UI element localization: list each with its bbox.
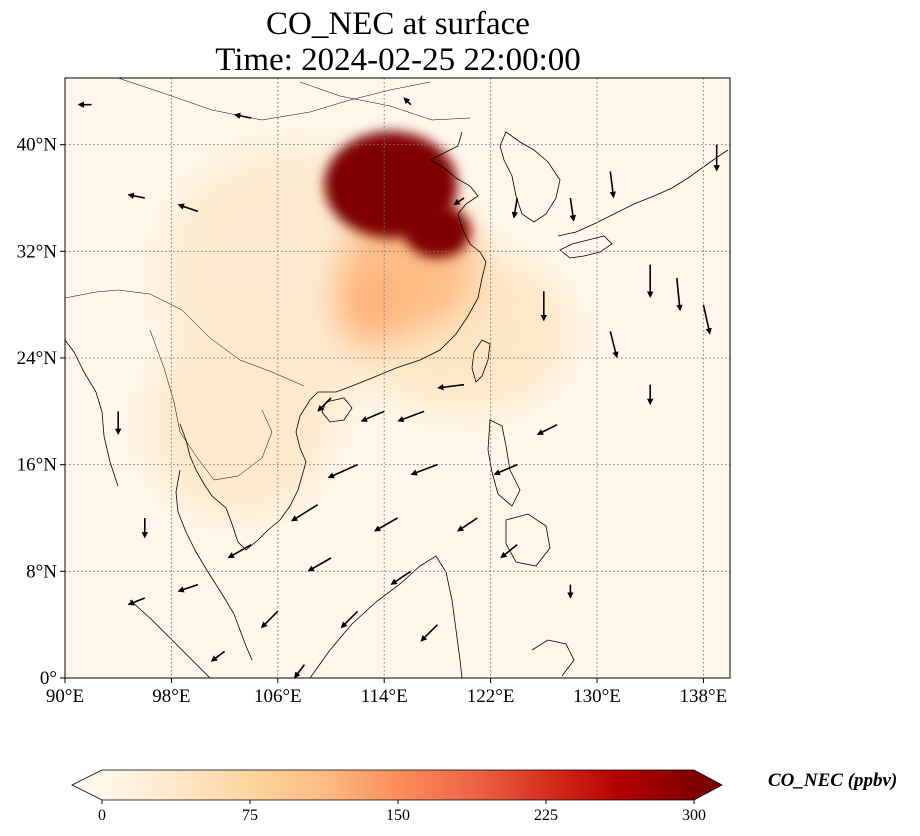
chart-title: CO_NEC at surface [266,6,530,42]
wind-arrow [403,97,412,106]
wind-arrow [410,463,438,476]
wind-arrow [340,610,359,629]
wind-arrow [307,557,332,572]
wind-arrow [511,197,518,219]
lon-tick-label: 138°E [680,686,728,707]
coastline-myanmar [65,339,119,487]
coastline-luzon [487,419,521,507]
lat-tick-label: 0° [40,668,57,689]
lon-tick-label: 98°E [152,686,190,707]
wind-arrow [177,203,199,213]
concentration-blob-6 [404,204,471,258]
wind-arrow [609,331,619,359]
wind-arrow [210,650,226,662]
colorbar-extend-min [72,770,102,800]
wind-arrow [390,570,412,585]
lat-tick-label: 32°N [17,241,58,262]
wind-arrow [127,192,145,199]
coastline-korea [499,131,561,223]
colorbar-extend-max [694,770,722,800]
lat-tick-label: 16°N [17,455,58,476]
lon-tick-label: 114°E [361,686,408,707]
wind-arrow [676,277,683,312]
lat-axis: 0° 8°N 16°N 24°N 32°N 40°N [17,135,65,689]
borders [65,78,471,481]
wind-arrow [493,463,518,476]
concentration-blob-4 [337,264,405,345]
wind-arrow [127,597,146,606]
lon-tick-label: 122°E [467,686,515,707]
coastline-japan-south [559,235,613,259]
wind-arrow [360,410,385,422]
coastline-borneo [309,555,463,678]
wind-arrow [397,410,425,423]
lat-tick-label: 40°N [17,135,58,156]
lat-tick-label: 24°N [17,348,58,369]
colorbar-tick-label: 75 [242,807,258,824]
wind-arrow [536,423,558,435]
lon-tick-label: 106°E [254,686,302,707]
coastline-sulawesi [531,639,575,677]
coastline-japan [557,149,729,237]
lon-tick-label: 90°E [46,686,84,707]
border-mongolia [299,81,471,121]
wind-arrow [453,197,465,206]
border-china-north [117,78,431,121]
lat-tick-label: 8°N [26,561,57,582]
coastline-mainland [179,131,487,551]
colorbar-tick-label: 0 [98,807,106,824]
colorbar-label: CO_NEC (ppbv) [768,770,898,791]
wind-arrow [227,543,252,559]
coastline-taiwan [471,339,491,383]
border-indochina [149,329,273,481]
coastlines [65,131,729,678]
coastline-mindanao [505,513,551,567]
wind-arrow [702,304,712,335]
wind-vectors [77,97,720,678]
map-plot-area [65,78,730,678]
wind-arrow [291,503,319,522]
wind-arrow [437,383,465,391]
colorbar-gradient [102,770,694,800]
coastline-sumatra [129,599,211,678]
colorbar: 0 75 150 225 300 [71,769,723,824]
wind-arrow [327,463,358,479]
wind-arrow [294,664,306,678]
lon-axis: 90°E 98°E 106°E 114°E 122°E 130°E 138°E [46,678,727,707]
lon-tick-label: 130°E [573,686,621,707]
colorbar-tick-label: 225 [534,807,558,824]
wind-arrow [500,544,518,559]
chart-subtitle-time: Time: 2024-02-25 22:00:00 [215,42,581,78]
coastline-malay-peninsula [175,469,253,661]
wind-arrow [177,583,199,593]
coastline-hainan [321,397,353,423]
wind-arrow [373,517,398,532]
wind-arrow [260,610,279,629]
colorbar-ticks: 0 75 150 225 300 [98,800,706,824]
wind-arrow [420,624,438,642]
wind-arrow [457,517,478,532]
map-frame [64,77,731,679]
wind-arrow [609,171,617,199]
concentration-blob-1 [144,331,331,518]
colorbar-tick-label: 150 [386,807,410,824]
wind-arrow [569,197,577,222]
wind-arrow [233,112,252,119]
colorbar-tick-label: 300 [682,807,706,824]
border-china-south [65,289,305,387]
wind-arrow [317,397,332,412]
gridlines [65,78,730,678]
concentration-field [144,131,571,518]
